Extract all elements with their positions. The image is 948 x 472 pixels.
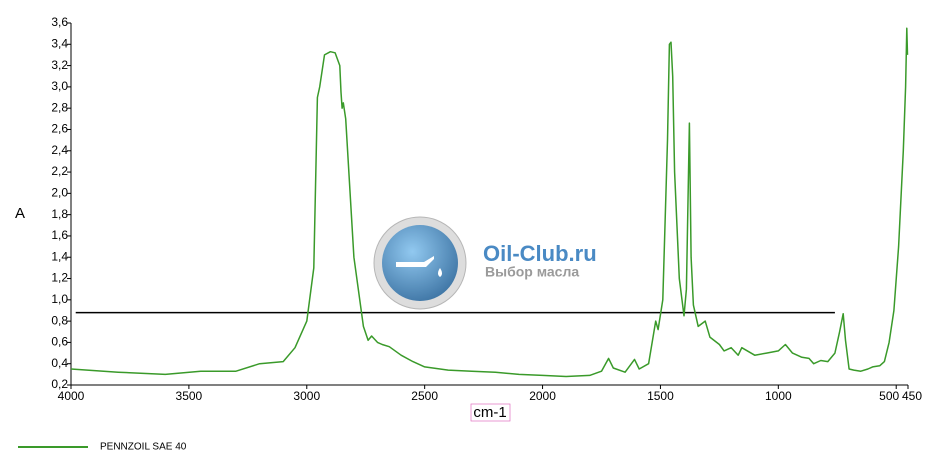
x-tick-label: 500 — [879, 389, 899, 403]
y-tick-label: 2,4 — [51, 143, 68, 157]
spectrum-line — [70, 27, 909, 378]
x-tick-label: 1500 — [647, 389, 674, 403]
x-axis-label: cm-1 — [473, 404, 506, 421]
x-tick-label: 1000 — [765, 389, 792, 403]
y-tick-label: 0,2 — [51, 377, 68, 391]
y-tick-label: 1,8 — [51, 207, 68, 221]
y-tick-label: 1,4 — [51, 249, 68, 263]
x-label-box — [470, 403, 511, 422]
y-tick-label: 0,6 — [51, 335, 68, 349]
y-tick-label: 3,2 — [51, 58, 68, 72]
x-tick-label: 2000 — [529, 389, 556, 403]
watermark-title: Oil-Club.ru — [483, 241, 597, 266]
y-tick-label: 2,2 — [51, 164, 68, 178]
watermark-subtitle: Выбор масла — [485, 264, 579, 280]
x-tick-label: 450 — [902, 389, 922, 403]
y-tick-label: 1,2 — [51, 271, 68, 285]
y-tick-label: 2,6 — [51, 122, 68, 136]
y-axis-label: A — [15, 205, 25, 222]
legend-label: PENNZOIL SAE 40 — [100, 442, 187, 453]
x-tick-label: 2500 — [411, 389, 438, 403]
y-tick-label: 2,0 — [51, 186, 68, 200]
watermark-logo — [373, 216, 467, 310]
y-tick-label: 2,8 — [51, 100, 68, 114]
y-tick-label: 1,6 — [51, 228, 68, 242]
x-tick-label: 3000 — [293, 389, 320, 403]
y-tick-label: 0,8 — [51, 313, 68, 327]
x-tick-label: 3500 — [176, 389, 203, 403]
y-tick-label: 3,0 — [51, 79, 68, 93]
x-tick-label: 4000 — [58, 389, 85, 403]
y-tick-label: 1,0 — [51, 292, 68, 306]
y-tick-label: 3,4 — [51, 36, 68, 50]
y-tick-label: 0,4 — [51, 356, 68, 370]
y-tick-label: 3,6 — [51, 15, 68, 29]
